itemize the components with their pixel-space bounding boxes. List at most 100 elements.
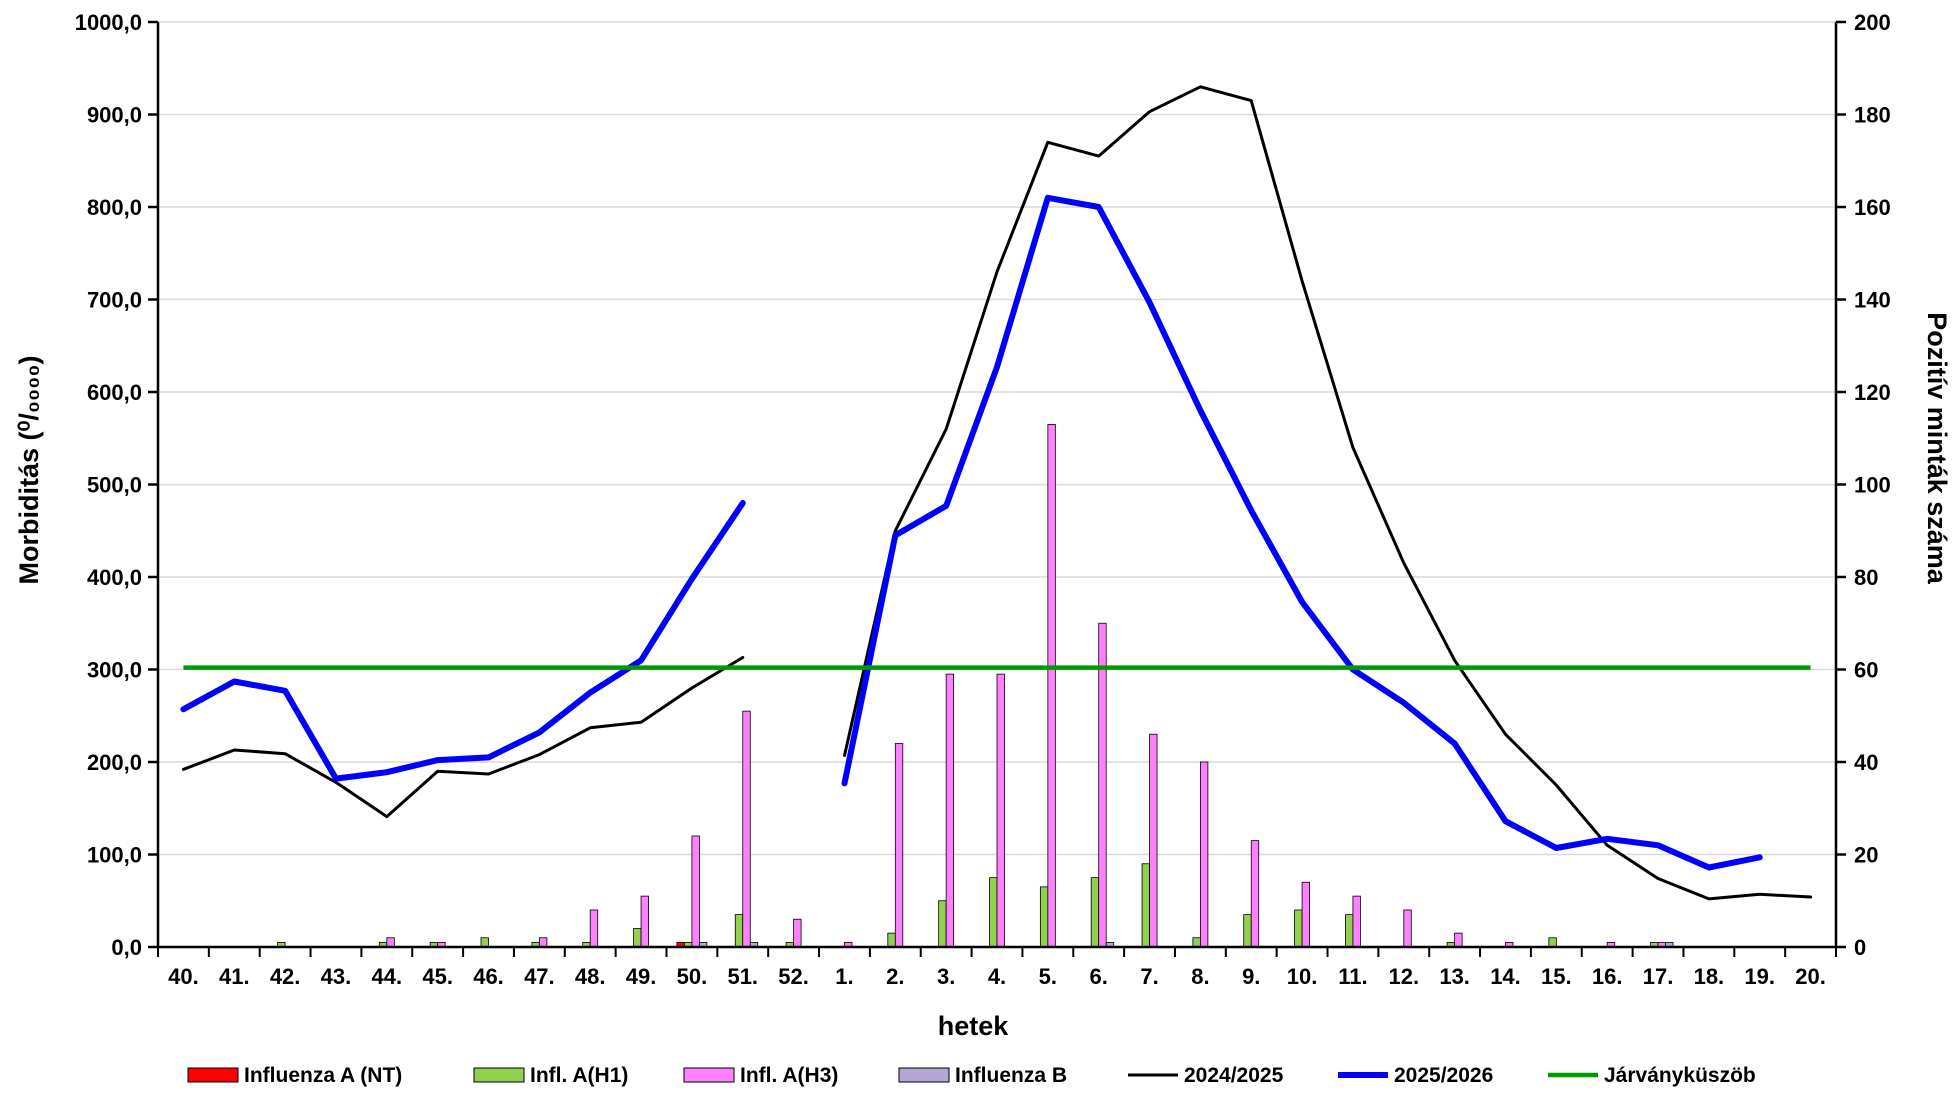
x-tick-label: 45. (422, 964, 453, 989)
x-tick-label: 42. (270, 964, 301, 989)
bar-2 (1098, 622, 1107, 948)
x-tick-label: 12. (1388, 964, 1419, 989)
x-tick-label: 17. (1643, 964, 1674, 989)
legend-label: Infl. A(H1) (530, 1064, 628, 1087)
bar-1 (1090, 877, 1100, 948)
x-tick-label: 44. (372, 964, 403, 989)
bar-1 (480, 937, 489, 948)
legend-label: Infl. A(H3) (740, 1064, 838, 1087)
bar-2 (1199, 761, 1209, 948)
y-right-tick-label: 100 (1854, 473, 1891, 498)
bar-2 (742, 710, 751, 948)
y-right-tick-label: 60 (1854, 658, 1878, 683)
x-tick-label: 41. (219, 964, 250, 989)
x-tick-label: 15. (1541, 964, 1572, 989)
bar-2 (386, 937, 395, 948)
x-tick-label: 48. (575, 964, 606, 989)
bar-2 (996, 673, 1005, 948)
legend-label: Influenza B (955, 1064, 1067, 1087)
bar-1 (734, 914, 744, 948)
x-tick-label: 1. (835, 964, 853, 989)
legend-swatch (683, 1067, 735, 1083)
y-left-tick-label: 1000,0 (75, 10, 142, 35)
y-right-tick-label: 140 (1854, 288, 1891, 313)
bar-2 (1403, 909, 1412, 948)
x-tick-label: 20. (1795, 964, 1826, 989)
x-tick-label: 52. (778, 964, 809, 989)
y-axis-left-title: Morbiditás (⁰/₀₀₀₀) (14, 356, 44, 585)
y-left-tick-label: 900,0 (87, 103, 142, 128)
y-axis-left-title-unit: ⁰/₀₀₀₀ (14, 365, 44, 432)
bar-2 (589, 909, 599, 948)
x-tick-label: 9. (1242, 964, 1260, 989)
bar-1 (1141, 863, 1150, 948)
series-line-1 (841, 194, 1763, 871)
y-left-tick-label: 600,0 (87, 380, 142, 405)
legend-label: 2024/2025 (1184, 1064, 1284, 1087)
legend-swatch (473, 1067, 525, 1083)
y-right-tick-label: 0 (1854, 935, 1866, 960)
x-tick-label: 43. (321, 964, 352, 989)
x-tick-label: 3. (937, 964, 955, 989)
bar-2 (691, 835, 700, 948)
legend-swatch (187, 1067, 239, 1083)
series-line-0 (181, 656, 745, 819)
x-tick-label: 50. (677, 964, 708, 989)
y-axis-left-title-close: ) (14, 356, 44, 365)
x-tick-label: 7. (1140, 964, 1158, 989)
y-left-tick-label: 500,0 (87, 473, 142, 498)
bar-1 (633, 928, 642, 948)
y-axis-left-title-text: Morbiditás ( (14, 431, 44, 584)
legend-label: Járványküszöb (1604, 1064, 1756, 1087)
legend-label: 2025/2026 (1394, 1064, 1493, 1087)
x-tick-label: 2. (886, 964, 904, 989)
bar-1 (1039, 886, 1049, 948)
bar-1 (1192, 937, 1201, 948)
x-tick-label: 46. (473, 964, 504, 989)
bar-2 (894, 743, 904, 948)
y-left-tick-label: 700,0 (87, 288, 142, 313)
bar-2 (945, 673, 955, 948)
legend-swatch (898, 1067, 950, 1083)
bar-2 (1250, 840, 1260, 948)
y-left-tick-label: 100,0 (87, 843, 142, 868)
bar-marks (277, 423, 1674, 948)
x-tick-label: 8. (1191, 964, 1209, 989)
bar-2 (793, 918, 802, 948)
x-tick-label: 19. (1744, 964, 1775, 989)
series-line-1 (180, 500, 746, 782)
bar-1 (1294, 909, 1303, 948)
x-tick-label: 51. (727, 964, 758, 989)
x-tick-label: 14. (1490, 964, 1521, 989)
x-tick-label: 4. (988, 964, 1006, 989)
axes (148, 20, 1846, 957)
bar-1 (989, 877, 998, 948)
y-left-tick-label: 200,0 (87, 750, 142, 775)
y-left-tick-label: 800,0 (87, 195, 142, 220)
bar-1 (1345, 914, 1354, 948)
bar-2 (1454, 932, 1463, 948)
bar-1 (887, 932, 896, 948)
y-left-tick-label: 400,0 (87, 565, 142, 590)
y-right-tick-label: 180 (1854, 103, 1891, 128)
y-right-tick-label: 20 (1854, 843, 1878, 868)
x-tick-label: 11. (1338, 964, 1367, 989)
x-tick-label: 13. (1439, 964, 1470, 989)
bar-2 (538, 937, 548, 948)
legend: Influenza A (NT) Infl. A(H1) Infl. A(H3) In… (187, 1064, 1756, 1087)
x-tick-label: 10. (1287, 964, 1318, 989)
y-right-tick-label: 40 (1854, 750, 1878, 775)
y-left-tick-label: 0,0 (111, 935, 142, 960)
y-axis-right-title: Pozitív minták száma (1922, 312, 1952, 585)
bar-1 (1548, 937, 1557, 948)
x-tick-label: 49. (626, 964, 657, 989)
x-axis-title: hetek (938, 1011, 1010, 1041)
x-tick-label: 6. (1090, 964, 1108, 989)
line-marks (180, 85, 1813, 901)
series-line-0 (843, 85, 1813, 901)
y-right-tick-label: 160 (1854, 195, 1891, 220)
legend-label: Influenza A (NT) (244, 1064, 402, 1087)
tick-labels: 0,0 0 100,0 20 200,0 40 300,0 60 400,0 80 500,0 100… (75, 10, 1891, 989)
bar-1 (1243, 914, 1252, 948)
